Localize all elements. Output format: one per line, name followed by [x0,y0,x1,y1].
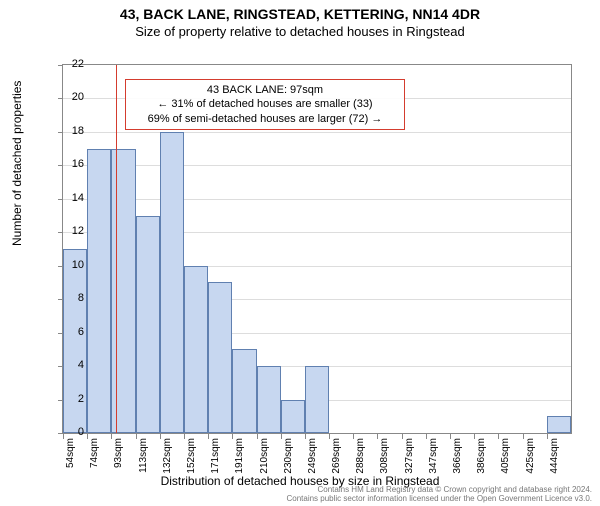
gridline [63,165,571,166]
histogram-bar [305,366,329,433]
histogram-bar [281,400,305,433]
histogram-bar [257,366,281,433]
xtick-label: 405sqm [500,438,511,474]
title-main: 43, BACK LANE, RINGSTEAD, KETTERING, NN1… [0,6,600,22]
histogram-bar [63,249,87,433]
ytick-label: 2 [54,393,84,405]
xtick-label: 210sqm [259,438,270,474]
callout-line-2: ← 31% of detached houses are smaller (33… [132,97,398,111]
xtick-label: 113sqm [138,438,149,474]
xtick-label: 444sqm [549,438,560,474]
xtick-label: 288sqm [355,438,366,474]
ytick-label: 20 [54,91,84,103]
histogram-bar [136,216,160,433]
xtick-mark [136,434,137,439]
xtick-label: 249sqm [307,438,318,474]
xtick-label: 152sqm [186,438,197,474]
xtick-label: 171sqm [210,438,221,474]
histogram-bar [111,149,135,433]
xtick-label: 132sqm [162,438,173,474]
ytick-label: 22 [54,58,84,70]
ytick-label: 12 [54,225,84,237]
xtick-label: 191sqm [234,438,245,474]
xtick-mark [402,434,403,439]
histogram-bar [184,266,208,433]
ytick-label: 0 [54,426,84,438]
footer-line-1: Contains HM Land Registry data © Crown c… [286,485,592,495]
xtick-mark [523,434,524,439]
xtick-label: 366sqm [452,438,463,474]
ytick-label: 10 [54,259,84,271]
xtick-label: 54sqm [65,438,76,474]
xtick-label: 308sqm [379,438,390,474]
xtick-label: 347sqm [428,438,439,474]
ytick-label: 8 [54,292,84,304]
gridline [63,132,571,133]
xtick-label: 327sqm [404,438,415,474]
xtick-mark [426,434,427,439]
histogram-bar [208,282,232,433]
xtick-mark [208,434,209,439]
chart-plot-area: 43 BACK LANE: 97sqm← 31% of detached hou… [62,64,572,434]
footer-line-2: Contains public sector information licen… [286,494,592,504]
xtick-mark [305,434,306,439]
xtick-mark [329,434,330,439]
histogram-bar [160,132,184,433]
xtick-mark [257,434,258,439]
histogram-bar [232,349,256,433]
ytick-label: 14 [54,192,84,204]
callout-line-1: 43 BACK LANE: 97sqm [132,83,398,97]
xtick-label: 425sqm [525,438,536,474]
histogram-bar [87,149,111,433]
xtick-mark [450,434,451,439]
xtick-label: 93sqm [113,438,124,474]
ytick-label: 16 [54,158,84,170]
footer-attribution: Contains HM Land Registry data © Crown c… [286,485,592,504]
xtick-label: 269sqm [331,438,342,474]
xtick-mark [184,434,185,439]
ytick-label: 18 [54,125,84,137]
xtick-label: 74sqm [89,438,100,474]
y-axis-label: Number of detached properties [10,81,24,246]
title-sub: Size of property relative to detached ho… [0,24,600,39]
xtick-label: 386sqm [476,438,487,474]
ytick-label: 4 [54,359,84,371]
gridline [63,199,571,200]
xtick-label: 230sqm [283,438,294,474]
xtick-mark [160,434,161,439]
xtick-mark [547,434,548,439]
histogram-bar [547,416,571,433]
callout-box: 43 BACK LANE: 97sqm← 31% of detached hou… [125,79,405,130]
marker-line [116,65,117,433]
ytick-label: 6 [54,326,84,338]
callout-line-3: 69% of semi-detached houses are larger (… [132,112,398,126]
xtick-mark [281,434,282,439]
